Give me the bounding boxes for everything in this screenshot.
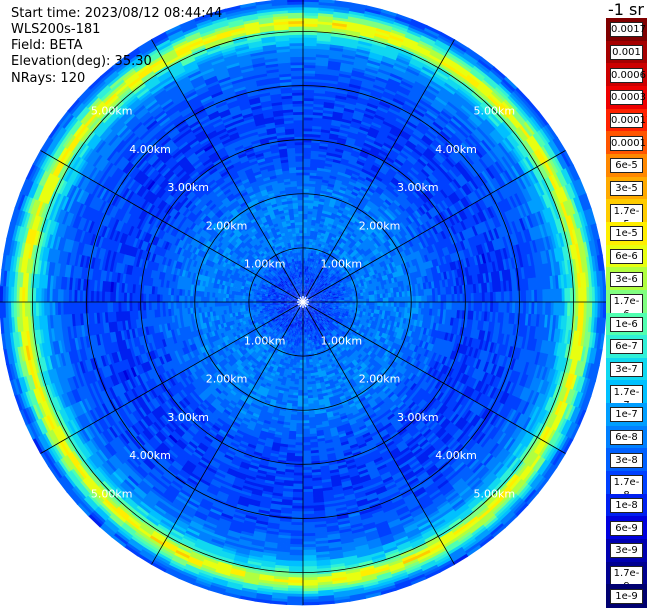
range-gate-cell [364, 302, 367, 306]
range-gate-cell [303, 241, 306, 244]
range-gate-cell [353, 302, 356, 305]
range-gate-cell [358, 302, 361, 305]
range-gate-cell [350, 302, 353, 305]
range-gate-cell [303, 244, 306, 247]
range-gate-cell [303, 249, 306, 252]
range-gate-cell [303, 252, 306, 255]
range-gate-cell [303, 238, 307, 241]
range-gate-cell [361, 302, 364, 305]
